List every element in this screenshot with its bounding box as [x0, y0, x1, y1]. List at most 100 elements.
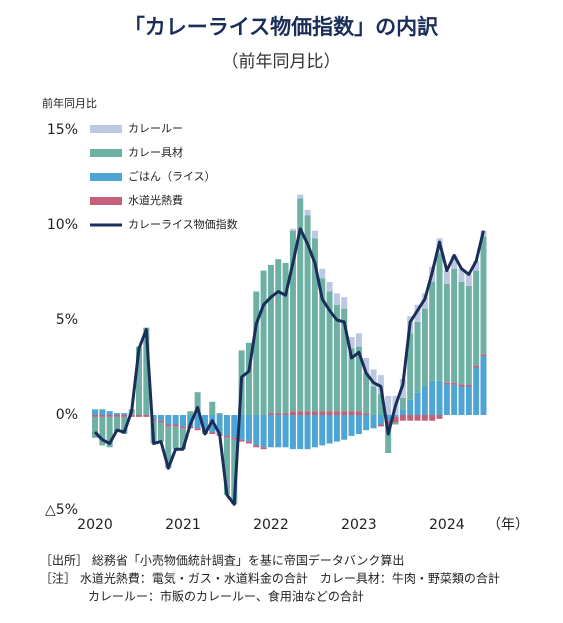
bar-segment — [275, 259, 282, 414]
bar-segment — [245, 342, 252, 415]
bar-segment — [451, 384, 458, 415]
bar-segment — [99, 409, 106, 415]
bar-segment — [179, 426, 186, 429]
x-tick-label: 2023 — [341, 517, 377, 533]
legend-swatch — [90, 173, 122, 181]
bar-segment — [326, 291, 333, 412]
chart-title: 「カレーライス物価指数」の内訳 — [124, 15, 439, 39]
y-tick-label: △5% — [45, 502, 78, 518]
bar-segment — [421, 386, 428, 415]
bar-segment — [355, 411, 362, 415]
bar-segment — [172, 415, 179, 425]
bar-segment — [106, 416, 113, 448]
bar-segment — [348, 337, 355, 349]
bar-segment — [311, 238, 318, 412]
bar-segment — [297, 415, 304, 450]
y-tick-label: 10% — [47, 217, 78, 233]
bar-segment — [143, 415, 150, 417]
bar-segment — [326, 411, 333, 415]
bar-segment — [326, 282, 333, 292]
bar-segment — [297, 198, 304, 412]
bar-segment — [231, 415, 238, 438]
y-tick-label: 15% — [47, 122, 78, 138]
bar-segment — [165, 426, 172, 469]
bar-segment — [319, 278, 326, 412]
bar-segment — [473, 270, 480, 366]
bar-segment — [333, 293, 340, 305]
legend-label: カレールー — [128, 122, 183, 135]
bar-segment — [121, 416, 128, 434]
bar-segment — [157, 415, 164, 421]
bar-segment — [275, 413, 282, 415]
bar-segment — [319, 268, 326, 279]
x-tick-label: 2022 — [253, 517, 289, 533]
bar-segment — [414, 304, 421, 322]
bar-segment — [99, 416, 106, 446]
bar-segment — [421, 415, 428, 421]
bar-segment — [399, 415, 406, 421]
bar-segment — [473, 365, 480, 368]
bar-segment — [238, 415, 245, 440]
bar-segment — [407, 415, 414, 421]
bar-segment — [289, 230, 296, 412]
bar-segment — [209, 432, 216, 434]
bar-segment — [348, 415, 355, 436]
bar-segment — [297, 194, 304, 199]
bar-segment — [157, 420, 164, 423]
bar-segment — [267, 264, 274, 414]
line — [93, 227, 485, 506]
bar-segment — [392, 416, 399, 423]
bar-segment — [377, 424, 384, 427]
bar-segment — [414, 392, 421, 415]
bar-segment — [465, 274, 472, 286]
bar-segment — [429, 415, 436, 421]
bar-segment — [245, 415, 252, 442]
bar-segment — [121, 415, 128, 417]
bar-segment — [407, 399, 414, 415]
note: カレールー：市販のカレールー、食用油などの合計 — [40, 589, 364, 604]
y-tick-label: 5% — [56, 312, 78, 328]
bar-segment — [304, 209, 311, 216]
bar-segment — [399, 409, 406, 415]
bar-segment — [377, 394, 384, 415]
bar-segment — [443, 384, 450, 415]
bar-segment — [458, 386, 465, 415]
bar-segment — [429, 282, 436, 381]
bar-segment — [407, 333, 414, 400]
bar-segment — [392, 422, 399, 425]
bar-segment — [223, 437, 230, 495]
bar-segment — [231, 437, 238, 440]
bar-segment — [377, 415, 384, 425]
bar-segment — [458, 268, 465, 282]
legend-label: カレーライス物価指数 — [128, 217, 238, 231]
bar-segment — [231, 439, 238, 505]
bar-segment — [113, 413, 120, 415]
bar-segment — [385, 396, 392, 415]
x-tick-label: 2020 — [77, 517, 113, 533]
bar-segment — [363, 373, 370, 414]
bar-segment — [157, 422, 164, 442]
bar-segment — [348, 411, 355, 415]
bar-segment — [480, 236, 487, 355]
bar-segment — [421, 308, 428, 387]
bar-segment — [275, 415, 282, 448]
bar-segment — [465, 285, 472, 385]
bar-segment — [92, 415, 98, 417]
y-tick-label: 0% — [56, 407, 78, 423]
bar-segment — [297, 411, 304, 415]
bar-segment — [150, 418, 157, 421]
legend-swatch — [90, 149, 122, 157]
y-axis-label: 前年同月比 — [42, 96, 97, 110]
bar-segment — [355, 333, 362, 347]
bar-segment — [282, 263, 289, 414]
bar-segment — [216, 413, 223, 415]
bar-segment — [289, 228, 296, 231]
bar-segment — [458, 282, 465, 385]
bar-segment — [253, 415, 260, 446]
bar-segment — [363, 413, 370, 415]
bar-segment — [333, 304, 340, 412]
bar-segment — [363, 358, 370, 374]
bar-segment — [443, 270, 450, 284]
bar-segment — [209, 401, 216, 415]
bar-segment — [480, 356, 487, 415]
